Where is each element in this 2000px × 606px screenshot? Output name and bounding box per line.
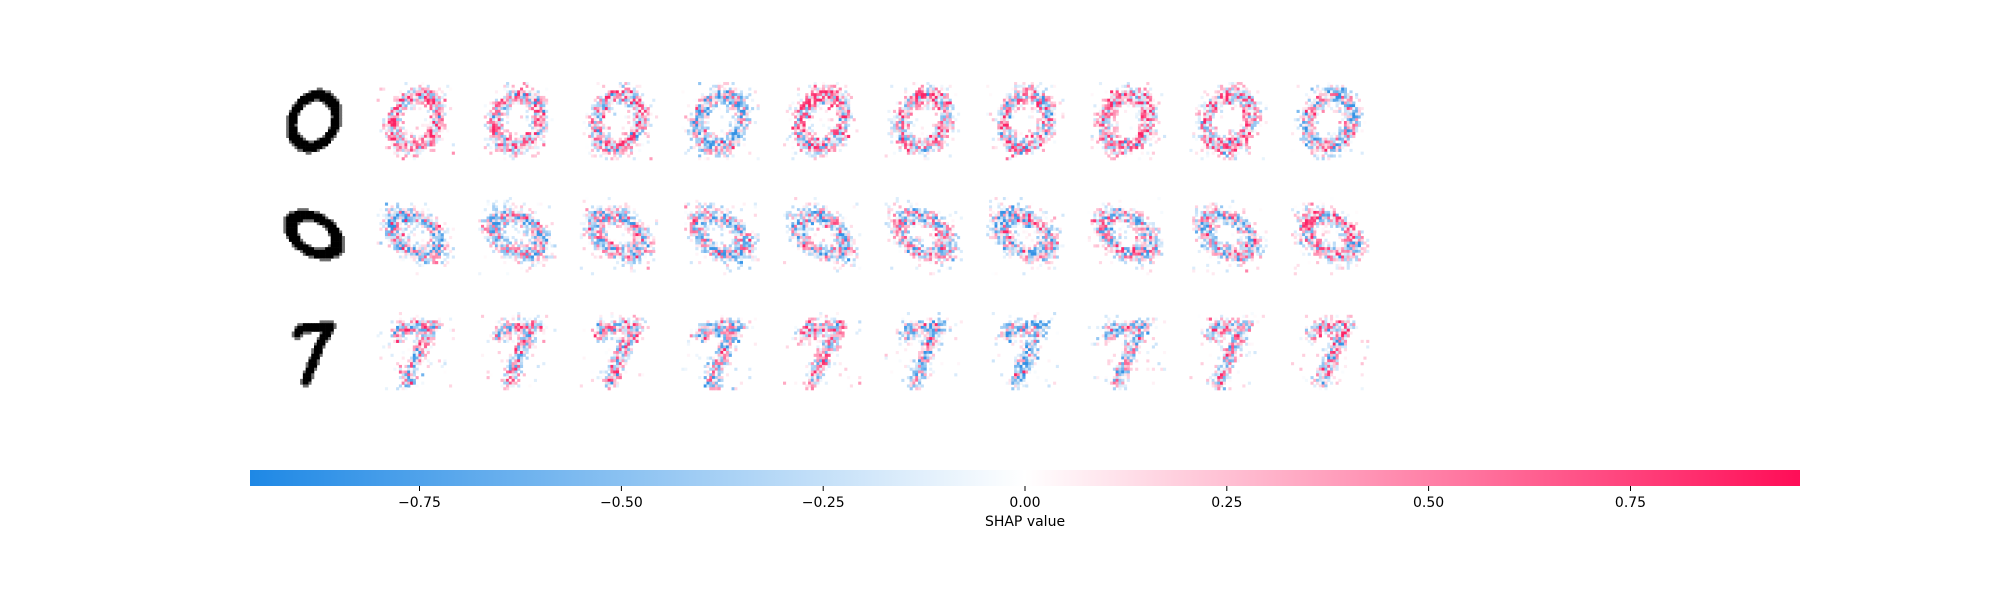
shap-map-row-3-col-3 bbox=[579, 312, 650, 391]
shap-map-row-3-col-10 bbox=[1291, 314, 1370, 391]
shap-map-row-3-col-1 bbox=[376, 312, 455, 391]
colorbar-tick-label: 0.75 bbox=[1615, 495, 1646, 511]
colorbar-tick-label: 0.50 bbox=[1413, 495, 1444, 511]
shap-map-row-3-col-2 bbox=[480, 312, 557, 391]
shap-map-row-2-col-2 bbox=[478, 197, 557, 276]
shap-map-row-3-col-9 bbox=[1189, 312, 1265, 391]
shap-map-row-2-col-8 bbox=[1087, 197, 1164, 276]
shap-map-row-2-col-7 bbox=[986, 197, 1065, 276]
colorbar-tick-label: −0.50 bbox=[600, 495, 643, 511]
shap-map-row-1-col-9 bbox=[1189, 82, 1268, 161]
input-digit-0-row-2 bbox=[283, 208, 345, 262]
shap-map-row-1-col-5 bbox=[783, 82, 859, 161]
shap-map-row-1-col-10 bbox=[1291, 82, 1367, 161]
shap-map-row-1-col-6 bbox=[884, 82, 961, 161]
shap-map-row-3-col-7 bbox=[991, 312, 1059, 391]
shap-map-row-1-col-7 bbox=[986, 82, 1065, 161]
shap-map-row-1-col-2 bbox=[478, 82, 554, 161]
colorbar-label: SHAP value bbox=[985, 514, 1065, 530]
shap-map-row-3-col-8 bbox=[1087, 314, 1167, 391]
colorbar-gradient bbox=[250, 470, 1800, 486]
shap-map-row-1-col-8 bbox=[1090, 82, 1167, 161]
input-digit-7-row-3 bbox=[291, 320, 337, 388]
shap-map-row-3-col-4 bbox=[681, 314, 757, 391]
colorbar-tick-label: 0.00 bbox=[1009, 495, 1040, 511]
image-panels bbox=[283, 82, 1370, 391]
shap-map-row-2-col-4 bbox=[681, 199, 760, 276]
colorbar-tick-label: 0.25 bbox=[1211, 495, 1242, 511]
shap-map-row-2-col-5 bbox=[783, 197, 862, 273]
colorbar: −0.75 −0.50 −0.25 0.00 0.25 0.50 0.75 SHAP val… bbox=[250, 470, 1800, 530]
shap-map-row-2-col-10 bbox=[1291, 197, 1370, 276]
shap-map-row-1-col-3 bbox=[582, 82, 659, 161]
colorbar-tick-label: −0.25 bbox=[802, 495, 845, 511]
shap-map-row-2-col-3 bbox=[579, 197, 659, 276]
input-digit-0-row-1 bbox=[286, 87, 343, 155]
colorbar-tick-label: −0.75 bbox=[398, 495, 441, 511]
colorbar-ticks: −0.75 −0.50 −0.25 0.00 0.25 0.50 0.75 bbox=[398, 486, 1646, 511]
shap-map-row-2-col-6 bbox=[884, 197, 963, 276]
shap-map-row-2-col-9 bbox=[1192, 199, 1268, 276]
shap-map-row-3-col-5 bbox=[783, 312, 862, 391]
shap-map-row-3-col-6 bbox=[884, 312, 963, 391]
shap-map-row-2-col-1 bbox=[376, 202, 455, 276]
shap-map-row-1-col-1 bbox=[376, 82, 455, 161]
shap-map-row-1-col-4 bbox=[681, 82, 760, 161]
